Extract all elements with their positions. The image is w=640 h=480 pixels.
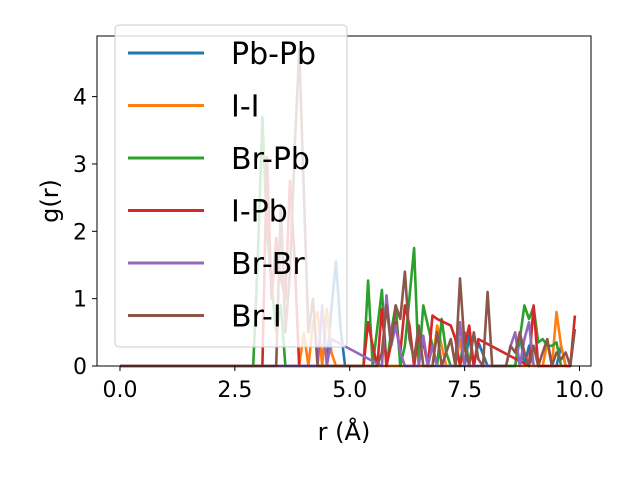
y-tick-label: 4: [73, 86, 87, 111]
y-tick-label: 2: [73, 220, 87, 245]
ticks-layer: 0.0 2.5 5.0 7.5 10.0 0 1 2 3 4: [73, 86, 604, 403]
x-tick-label: 0.0: [102, 378, 137, 403]
legend: Pb-Pb I-I Br-Pb I-Pb Br-Br Br-I: [114, 24, 348, 348]
y-tick-label: 1: [73, 288, 87, 313]
x-tick-label: 5.0: [332, 378, 367, 403]
y-tick-label: 0: [73, 355, 87, 380]
x-tick-label: 7.5: [447, 378, 482, 403]
legend-label: I-Pb: [231, 195, 288, 230]
x-tick-label: 10.0: [555, 378, 604, 403]
legend-label: Br-Br: [231, 247, 305, 282]
y-axis-label: g(r): [36, 179, 64, 223]
x-axis-label: r (Å): [318, 417, 371, 446]
legend-label: Br-I: [231, 300, 282, 335]
legend-label: Pb-Pb: [231, 37, 316, 72]
y-tick-label: 3: [73, 153, 87, 178]
legend-label: Br-Pb: [231, 142, 310, 177]
x-tick-label: 2.5: [217, 378, 252, 403]
legend-label: I-I: [231, 90, 260, 125]
